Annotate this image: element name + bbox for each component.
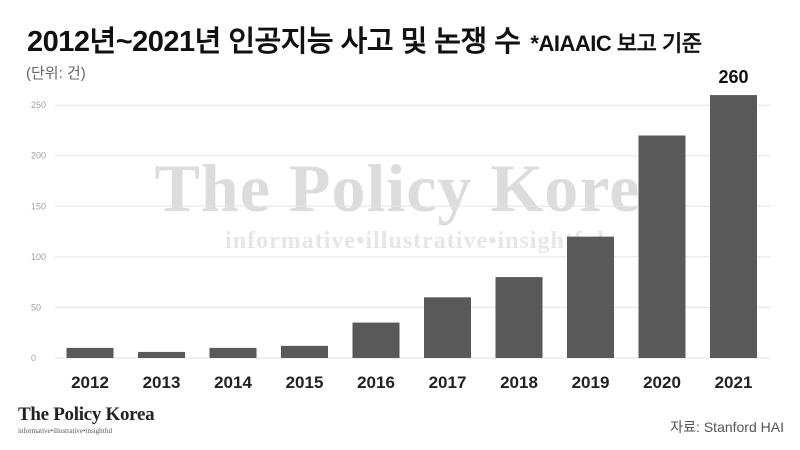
y-tick-label: 150: [31, 201, 46, 211]
y-tick-label: 100: [31, 252, 46, 262]
title-note: *AIAAIC 보고 기준: [530, 31, 702, 56]
x-tick-label: 2021: [715, 373, 753, 392]
bar-2017: [424, 297, 471, 358]
x-tick-label: 2018: [500, 373, 538, 392]
bar-2013: [138, 351, 185, 358]
x-tick-label: 2016: [357, 373, 395, 392]
bar-2018: [495, 277, 543, 358]
x-tick-label: 2017: [429, 373, 467, 392]
y-tick-label: 50: [31, 302, 41, 312]
y-tick-label: 250: [31, 100, 46, 110]
x-tick-label: 2013: [143, 373, 181, 392]
bar-2014: [209, 347, 257, 358]
x-tick-label: 2020: [643, 373, 681, 392]
y-tick-label: 0: [31, 353, 36, 363]
bar-2012: [66, 347, 114, 358]
x-tick-label: 2015: [286, 373, 324, 392]
chart-title: 2012년~2021년 인공지능 사고 및 논쟁 수 *AIAAIC 보고 기준: [27, 18, 702, 60]
bar-2020: [638, 135, 686, 358]
bar-2021: [710, 95, 757, 358]
data-label: 260: [718, 67, 748, 87]
bar-2016: [352, 322, 400, 358]
y-tick-label: 200: [31, 151, 46, 161]
bar-2015: [281, 345, 328, 358]
logo-tagline: informative•illustrative•insightful: [18, 427, 113, 435]
title-text: 2012년~2021년 인공지능 사고 및 논쟁 수: [27, 26, 521, 58]
logo-main-text: The Policy Korea: [18, 404, 155, 425]
x-tick-label: 2012: [71, 373, 109, 392]
unit-label: (단위: 건): [26, 65, 86, 82]
x-tick-label: 2019: [572, 373, 610, 392]
bar-2019: [567, 236, 614, 358]
x-tick-label: 2014: [214, 373, 252, 392]
source-label: 자료: Stanford HAI: [670, 419, 784, 435]
brand-logo: The Policy Korea informative•illustrativ…: [18, 404, 155, 435]
